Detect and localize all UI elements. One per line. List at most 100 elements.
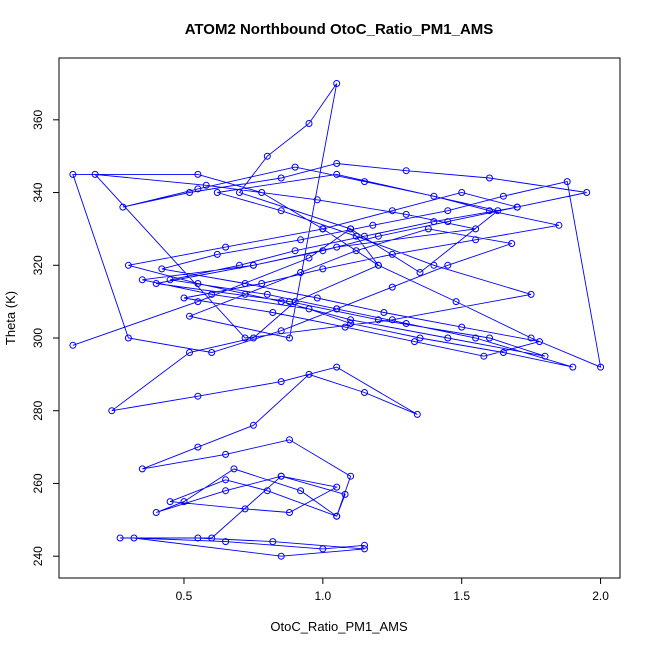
y-tick-label: 260 xyxy=(31,473,45,493)
data-point xyxy=(249,421,257,429)
data-point xyxy=(222,538,230,546)
data-point xyxy=(444,207,452,215)
data-point xyxy=(416,269,424,276)
y-tick-label: 360 xyxy=(31,109,45,129)
data-point xyxy=(411,338,418,346)
y-tick-label: 320 xyxy=(31,255,45,275)
data-point xyxy=(508,240,516,247)
data-point xyxy=(277,378,285,386)
data-point xyxy=(402,320,410,327)
y-tick-label: 300 xyxy=(31,328,45,348)
y-axis-label: Theta (K) xyxy=(3,291,18,345)
data-point xyxy=(486,334,493,342)
data-point xyxy=(263,152,271,160)
data-point xyxy=(499,192,507,200)
data-point xyxy=(413,410,421,418)
data-point xyxy=(361,541,368,549)
series-points xyxy=(69,80,605,560)
data-point xyxy=(222,487,230,495)
data-point xyxy=(194,392,202,400)
data-point xyxy=(241,505,249,513)
data-point xyxy=(402,167,410,175)
data-point xyxy=(536,338,543,346)
data-point xyxy=(297,236,305,244)
data-point xyxy=(297,487,305,495)
data-point xyxy=(166,498,174,506)
data-point xyxy=(374,316,382,324)
axes: 0.5 1.0 1.5 2.0 240 260 280 300 320 340 360 xyxy=(31,109,609,603)
data-point xyxy=(452,298,460,306)
data-point xyxy=(213,189,221,196)
data-point xyxy=(333,160,341,167)
data-point xyxy=(186,189,193,196)
data-point xyxy=(541,352,549,360)
data-point xyxy=(480,352,488,360)
data-point xyxy=(91,170,99,178)
y-tick-label: 340 xyxy=(31,182,45,202)
data-point xyxy=(130,534,138,542)
data-point xyxy=(361,389,368,396)
data-point xyxy=(116,534,124,542)
data-point xyxy=(527,290,535,298)
data-point xyxy=(241,290,249,298)
data-point xyxy=(222,243,230,251)
data-point xyxy=(472,225,480,233)
plot-area-frame xyxy=(58,57,621,579)
data-point xyxy=(258,280,266,287)
data-point xyxy=(277,207,285,215)
series-lines xyxy=(72,83,602,557)
data-point xyxy=(333,483,341,491)
data-point xyxy=(341,323,349,331)
data-point xyxy=(138,276,146,284)
data-point xyxy=(249,334,257,342)
data-point xyxy=(388,283,396,291)
data-point xyxy=(444,218,452,226)
data-point xyxy=(380,309,388,316)
data-point xyxy=(297,269,305,276)
data-point xyxy=(269,309,277,316)
data-point xyxy=(249,261,257,269)
data-point xyxy=(180,294,188,302)
data-point xyxy=(499,349,507,356)
data-point xyxy=(388,316,396,324)
data-point xyxy=(430,192,438,200)
y-tick-label: 240 xyxy=(31,546,45,566)
data-point xyxy=(374,261,382,269)
data-point xyxy=(583,189,591,196)
data-point xyxy=(569,363,577,371)
data-point xyxy=(369,221,377,229)
data-point xyxy=(158,265,166,273)
data-point xyxy=(305,120,313,127)
data-point xyxy=(277,174,285,182)
data-point xyxy=(333,170,341,178)
data-point xyxy=(424,225,432,233)
data-point xyxy=(194,443,202,451)
x-axis-label: OtoC_Ratio_PM1_AMS xyxy=(270,619,408,634)
data-point xyxy=(194,534,202,542)
data-point xyxy=(333,305,341,313)
data-point xyxy=(333,243,341,251)
data-point xyxy=(186,349,193,356)
data-point xyxy=(108,407,116,415)
data-point xyxy=(361,545,368,553)
data-point xyxy=(527,334,535,342)
data-point xyxy=(388,207,396,215)
data-point xyxy=(124,334,132,342)
data-point xyxy=(472,334,480,342)
data-point xyxy=(152,509,160,516)
x-tick-label: 2.0 xyxy=(592,589,609,603)
data-point xyxy=(222,450,230,458)
data-point xyxy=(286,509,293,516)
data-point xyxy=(152,280,160,287)
data-point xyxy=(416,334,424,342)
data-point xyxy=(313,196,321,204)
data-point xyxy=(352,232,360,240)
data-point xyxy=(277,298,285,306)
data-point xyxy=(319,225,327,233)
data-point xyxy=(241,334,249,342)
data-point xyxy=(555,221,563,229)
data-point xyxy=(313,294,321,302)
data-point xyxy=(563,178,571,186)
data-point xyxy=(291,163,299,171)
data-point xyxy=(208,349,216,356)
